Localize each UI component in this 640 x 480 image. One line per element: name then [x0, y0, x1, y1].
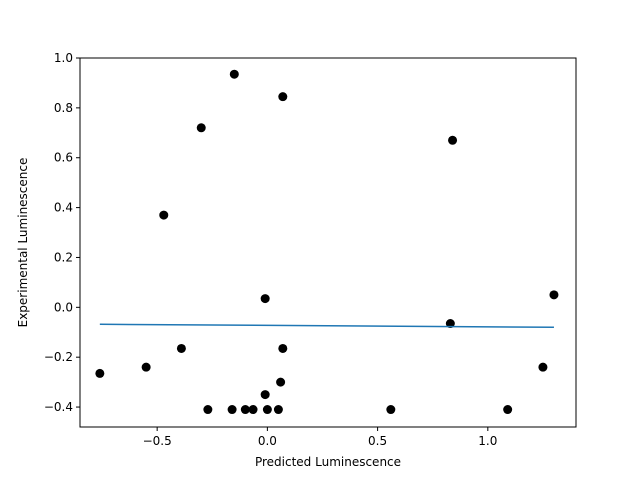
- data-point-6: [260, 294, 270, 304]
- data-point-5: [159, 210, 169, 220]
- data-point-15: [260, 390, 270, 400]
- data-point-9: [176, 343, 186, 353]
- y-tick-label: 0.6: [54, 151, 73, 165]
- x-axis-label: Predicted Luminescence: [255, 455, 401, 469]
- data-point-19: [248, 405, 258, 415]
- data-point-16: [203, 405, 213, 415]
- x-axis: −0.5 0.0 0.5 1.0: [143, 427, 497, 448]
- y-tick-label: 0.4: [54, 201, 73, 215]
- y-axis-label: Experimental Luminescence: [16, 158, 30, 328]
- x-tick-label: 0.0: [258, 434, 277, 448]
- y-axis: −0.4 −0.2 0.0 0.2 0.4 0.6 0.8 1.0: [44, 51, 80, 414]
- data-point-20: [262, 405, 272, 415]
- data-point-10: [278, 343, 288, 353]
- data-point-22: [386, 405, 396, 415]
- axes-frame: [79, 57, 577, 428]
- data-point-8: [445, 319, 455, 329]
- data-point-1: [229, 69, 239, 79]
- x-tick-label: 1.0: [478, 434, 497, 448]
- y-tick-label: −0.2: [44, 350, 73, 364]
- data-point-17: [227, 405, 237, 415]
- y-tick-label: 0.8: [54, 101, 73, 115]
- data-point-21: [273, 405, 283, 415]
- y-tick-label: −0.4: [44, 400, 73, 414]
- data-point-18: [240, 405, 250, 415]
- data-point-2: [278, 92, 288, 102]
- data-point-14: [276, 377, 286, 387]
- y-tick-label: 0.0: [54, 300, 73, 314]
- y-tick-label: 0.2: [54, 250, 73, 264]
- data-point-7: [549, 290, 559, 300]
- y-tick-label: 1.0: [54, 51, 73, 65]
- data-point-13: [95, 368, 105, 378]
- x-tick-label: 0.5: [368, 434, 387, 448]
- chart-marks: [95, 69, 559, 415]
- data-point-3: [196, 123, 206, 133]
- data-point-12: [538, 362, 548, 372]
- data-point-4: [448, 135, 458, 145]
- fit-line: [99, 323, 554, 329]
- data-point-23: [503, 405, 513, 415]
- data-point-11: [141, 362, 151, 372]
- x-tick-label: −0.5: [143, 434, 172, 448]
- plot-area: −0.5 0.0 0.5 1.0 −0.4 −0.2 0.0 0.2 0.4 0.6 0.8 1.0: [44, 51, 577, 448]
